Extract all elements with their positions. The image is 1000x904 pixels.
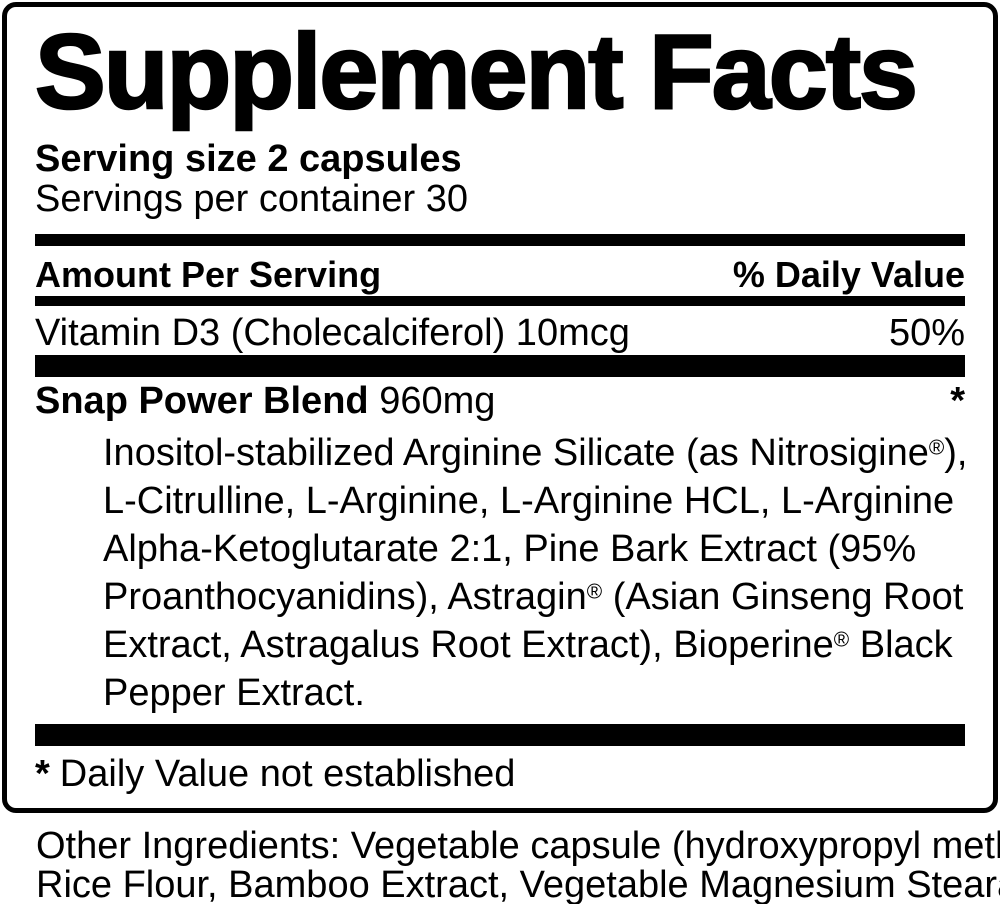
other-ingredients: Other Ingredients: Vegetable capsule (hy… [36, 827, 1000, 904]
blend-ingredient-line: Pepper Extract. [103, 672, 365, 714]
serving-size: Serving size 2 capsules [35, 138, 462, 180]
blend-ingredient-line: Inositol-stabilized Arginine Silicate (a… [103, 432, 968, 474]
other-ingredients-line: Rice Flour, Bamboo Extract, Vegetable Ma… [36, 864, 1000, 904]
daily-value-footnote: * Daily Value not established [35, 754, 965, 794]
footnote-asterisk: * [35, 753, 50, 795]
blend-ingredient-line: Extract, Astragalus Root Extract), Biope… [103, 624, 953, 666]
column-header-row: Amount Per Serving % Daily Value [35, 255, 965, 295]
blend-header-row: Snap Power Blend 960mg * [35, 381, 965, 421]
footnote-text: Daily Value not established [59, 753, 516, 795]
servings-per-container: Servings per container 30 [35, 178, 469, 220]
rule-below-header [35, 296, 965, 306]
rule-above-header [35, 234, 965, 246]
blend-daily-value-asterisk: * [950, 380, 965, 422]
supplement-facts-panel: Supplement Facts Serving size 2 capsules… [2, 2, 998, 813]
daily-value-header: % Daily Value [732, 254, 965, 295]
blend-title: Snap Power Blend 960mg [35, 381, 495, 421]
blend-ingredient-line: L-Citrulline, L-Arginine, L-Arginine HCL… [103, 480, 955, 522]
amount-per-serving-header: Amount Per Serving [35, 254, 382, 295]
rule-above-blend [35, 355, 965, 377]
blend-name: Snap Power Blend [35, 380, 369, 422]
supplement-facts-title: Supplement Facts [34, 12, 919, 133]
nutrient-name: Vitamin D3 (Cholecalciferol) 10mcg [35, 312, 630, 354]
nutrient-row-vitamin-d3: Vitamin D3 (Cholecalciferol) 10mcg 50% [35, 313, 965, 353]
blend-ingredient-list: Inositol-stabilized Arginine Silicate (a… [35, 429, 968, 717]
blend-amount: 960mg [379, 380, 496, 422]
blend-ingredient-line: Alpha-Ketoglutarate 2:1, Pine Bark Extra… [103, 528, 917, 570]
blend-ingredient-line: Proanthocyanidins), Astragin® (Asian Gin… [103, 576, 964, 618]
other-ingredients-line: Other Ingredients: Vegetable capsule (hy… [36, 825, 1000, 867]
nutrient-daily-value: 50% [888, 312, 965, 354]
rule-above-footnote [35, 724, 965, 746]
